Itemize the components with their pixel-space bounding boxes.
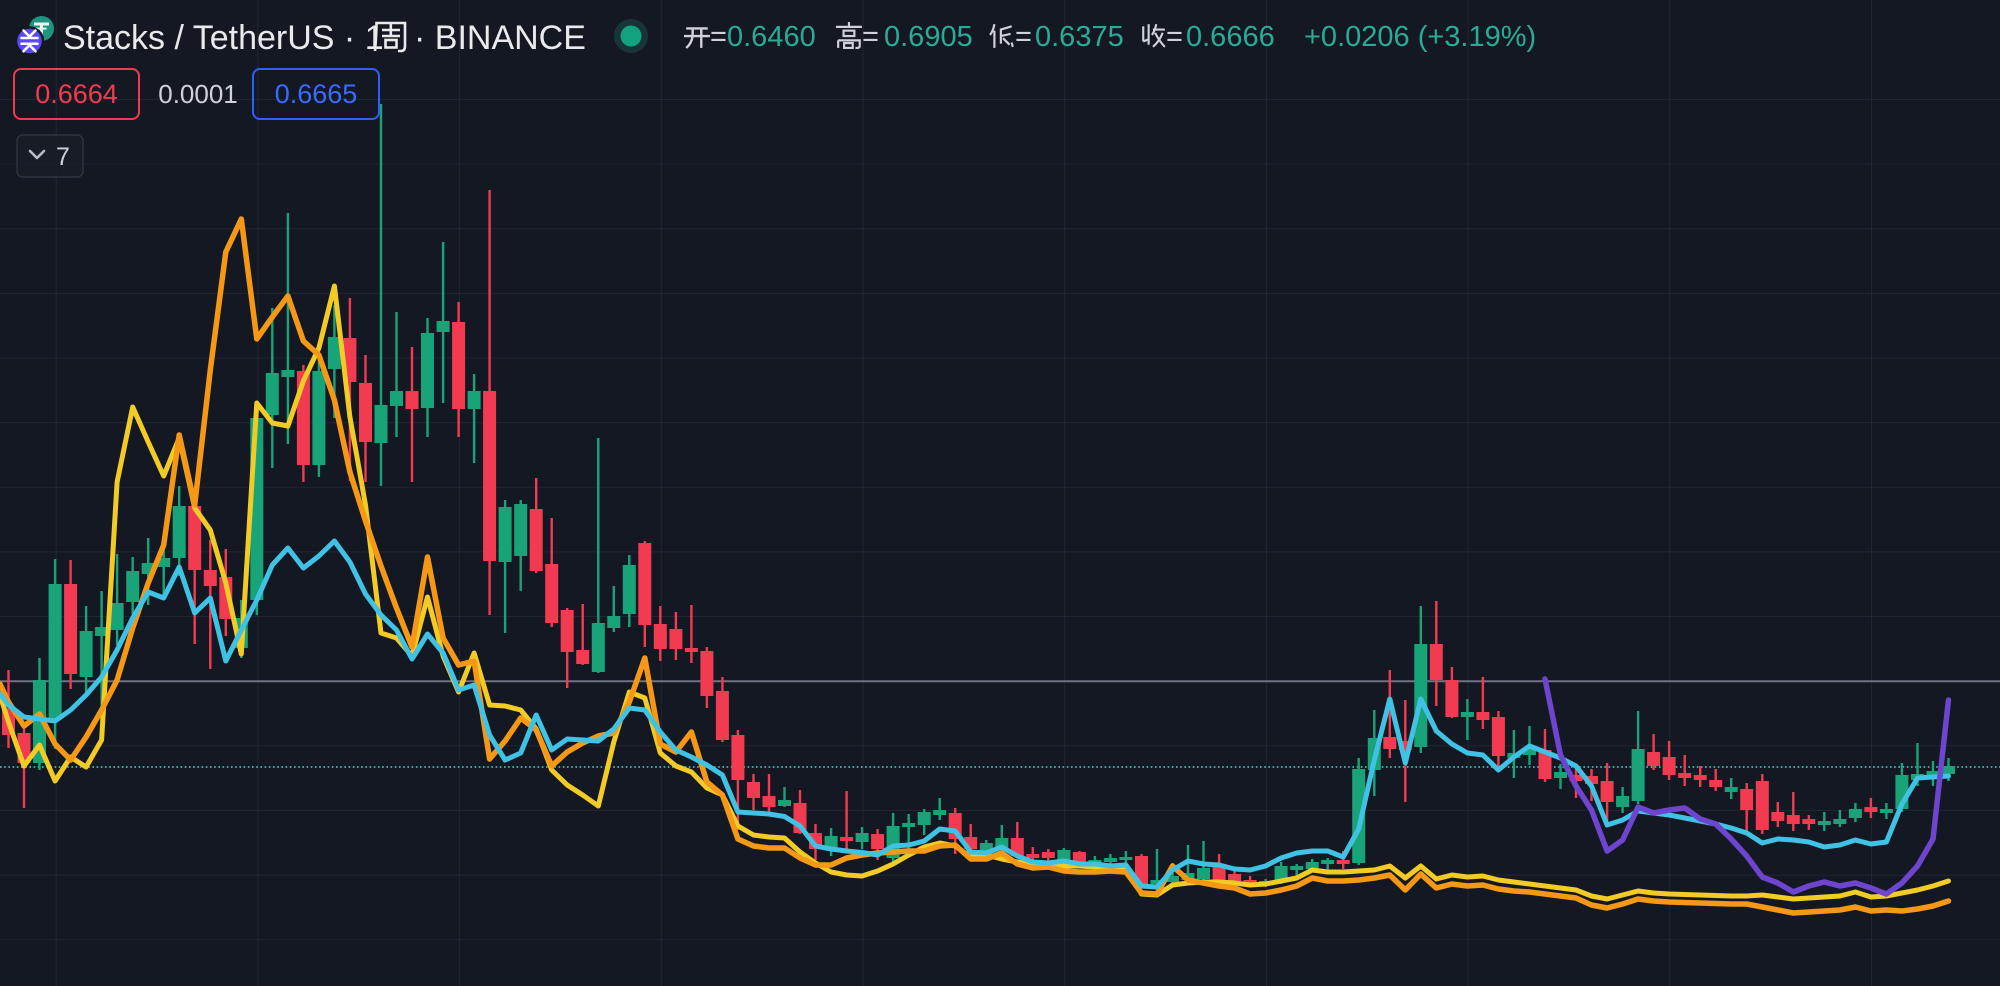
svg-text:=: = xyxy=(1166,21,1183,53)
svg-text:0.0001: 0.0001 xyxy=(158,79,238,109)
svg-text:=: = xyxy=(710,21,727,53)
svg-text:=: = xyxy=(862,21,879,53)
svg-text:0.6905: 0.6905 xyxy=(884,21,973,53)
svg-text:0.6665: 0.6665 xyxy=(275,79,358,109)
svg-text:7: 7 xyxy=(56,143,70,171)
svg-text:0.6666: 0.6666 xyxy=(1186,21,1275,53)
svg-text:· BINANCE: · BINANCE xyxy=(414,19,586,57)
svg-text:=: = xyxy=(1015,21,1032,53)
svg-text:Stacks / TetherUS · 1: Stacks / TetherUS · 1 xyxy=(63,19,384,57)
svg-text:0.6460: 0.6460 xyxy=(727,21,816,53)
svg-text:0.6664: 0.6664 xyxy=(35,79,118,109)
svg-text:0.6375: 0.6375 xyxy=(1035,21,1124,53)
svg-text:+0.0206 (+3.19%): +0.0206 (+3.19%) xyxy=(1304,21,1536,53)
